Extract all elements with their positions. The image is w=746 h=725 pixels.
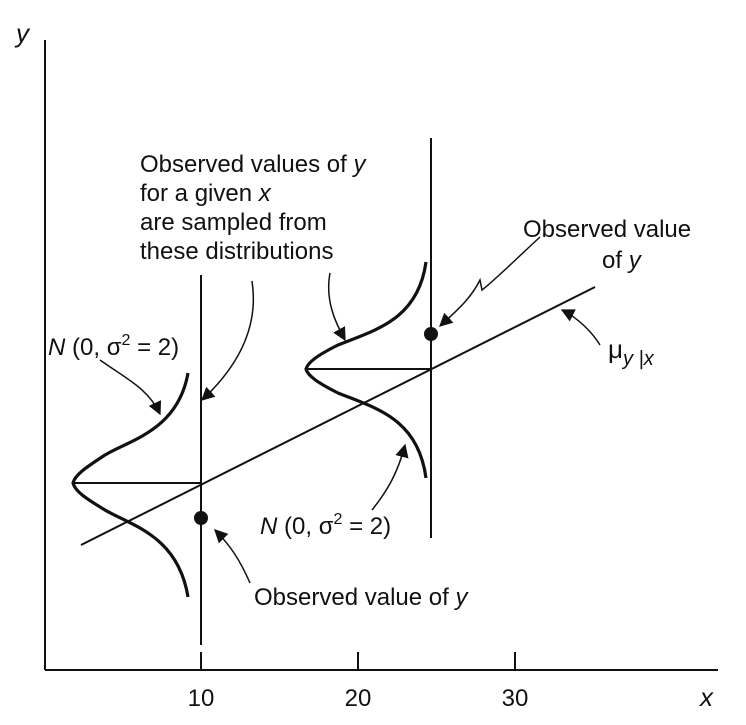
x-axis-label: x — [698, 682, 714, 712]
sampled-text-line1: Observed values of y — [140, 151, 367, 178]
arrow-left-dist — [99, 359, 162, 416]
mean-regression-line — [80, 286, 596, 546]
arrow-observed-lower — [214, 529, 251, 584]
dist-right-label: N (0, σ2 = 2) — [260, 511, 391, 540]
arrow-sampled-to-line — [201, 280, 255, 401]
observed-upper-line2: of y — [602, 247, 643, 274]
observed-upper-line1: Observed value — [523, 216, 691, 243]
y-axis-label: y — [14, 18, 31, 48]
sampled-text-line2: for a given x — [140, 180, 272, 207]
x-tick-label-20: 20 — [345, 685, 372, 712]
observed-lower-label: Observed value of y — [254, 584, 469, 611]
arrow-observed-upper — [439, 236, 541, 327]
normal-curve-left — [71, 372, 190, 598]
mean-line-label: μy |x — [608, 334, 655, 370]
arrow-right-dist — [371, 443, 409, 511]
sampled-text-line3: are sampled from — [140, 209, 327, 236]
arrow-mean-line — [560, 309, 601, 346]
x-tick-label-30: 30 — [502, 685, 529, 712]
sampled-text-line4: these distributions — [140, 238, 333, 265]
observed-point-lower — [194, 511, 208, 525]
observed-point-upper — [424, 327, 438, 341]
arrow-sampled-to-right-curve — [327, 272, 346, 342]
dist-left-label: N (0, σ2 = 2) — [48, 332, 179, 361]
x-tick-label-10: 10 — [188, 685, 215, 712]
